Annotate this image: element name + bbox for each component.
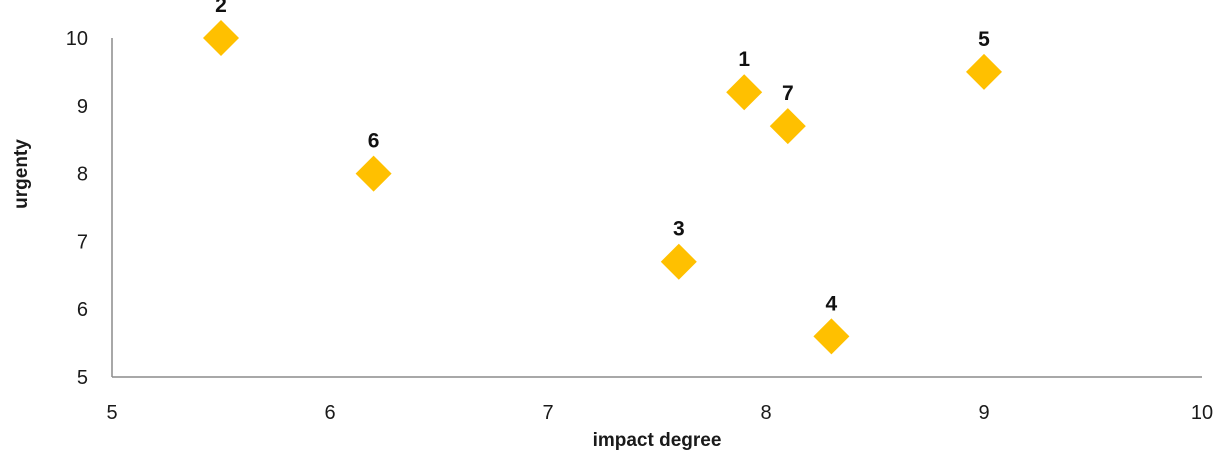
data-point-label: 7 (782, 82, 794, 105)
x-tick-label: 9 (978, 402, 989, 424)
data-points (203, 20, 1002, 355)
y-tick-label: 5 (77, 367, 88, 389)
x-tick-label: 7 (542, 402, 553, 424)
y-axis-title: urgenty (11, 139, 32, 209)
x-tick-label: 10 (1191, 402, 1213, 424)
data-point-label: 6 (368, 130, 380, 153)
data-point-marker (813, 318, 850, 355)
x-tick-label: 8 (760, 402, 771, 424)
data-point-marker (769, 108, 806, 145)
data-point-marker (660, 243, 697, 280)
data-point-marker (726, 74, 763, 111)
y-tick-labels: 5 6 7 8 9 10 (66, 28, 88, 389)
y-tick-label: 10 (66, 28, 88, 50)
axes (111, 38, 1202, 378)
data-labels: 1 2 3 4 5 6 7 (215, 0, 990, 315)
y-tick-label: 7 (77, 231, 88, 253)
x-tick-label: 6 (324, 402, 335, 424)
data-point-label: 1 (738, 48, 750, 71)
data-point-marker (203, 20, 239, 56)
y-tick-label: 6 (77, 299, 88, 321)
y-tick-label: 8 (77, 164, 88, 186)
data-point-marker (966, 53, 1002, 90)
x-axis-title: impact degree (593, 430, 722, 450)
data-point-label: 4 (826, 292, 838, 315)
data-point-label: 5 (978, 28, 990, 51)
data-point-label: 3 (673, 218, 685, 241)
y-tick-label: 9 (77, 96, 88, 118)
x-tick-labels: 5 6 7 8 9 10 (106, 402, 1213, 424)
data-point-marker (355, 155, 392, 192)
x-tick-label: 5 (106, 402, 117, 424)
data-point-label: 2 (215, 0, 227, 17)
